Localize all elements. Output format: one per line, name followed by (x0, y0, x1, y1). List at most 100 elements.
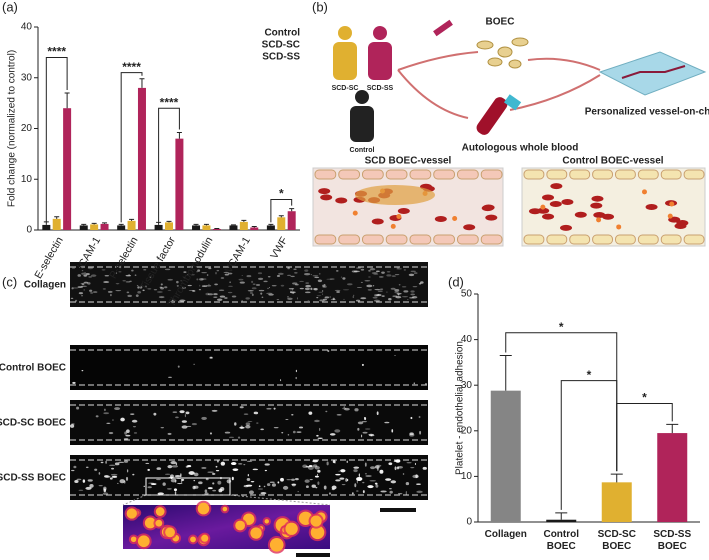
aggregate (355, 185, 435, 205)
speckle (287, 434, 290, 436)
speckle (298, 426, 304, 429)
speckle (251, 293, 254, 297)
endothelial-cell (480, 169, 503, 180)
person-label: SCD-SS (367, 85, 394, 92)
speckle (72, 287, 79, 289)
heat-spot (130, 536, 137, 543)
speckle (410, 270, 416, 273)
speckle (160, 426, 165, 429)
speckle (122, 280, 126, 282)
speckle (90, 291, 94, 294)
speckle (361, 434, 363, 438)
speckle (356, 479, 358, 484)
error-bar (666, 423, 679, 434)
speckle (318, 291, 323, 293)
speckle (106, 422, 111, 424)
speckle (317, 473, 319, 476)
bar (287, 211, 296, 230)
speckle (252, 468, 258, 471)
speckle (175, 416, 179, 419)
speckle (281, 432, 284, 434)
speckle (273, 426, 279, 429)
speckle (296, 431, 302, 433)
speckle (231, 295, 237, 298)
speckle (324, 283, 326, 285)
blood-cell (645, 203, 658, 210)
speckle (249, 291, 253, 295)
platelet (616, 224, 622, 230)
speckle (380, 288, 384, 290)
speckle (176, 280, 179, 284)
bar (546, 519, 577, 522)
speckle (416, 490, 423, 493)
speckle (373, 299, 381, 302)
heat-spot (126, 508, 137, 519)
speckle (177, 365, 180, 368)
speckle (321, 290, 324, 293)
endothelial-cell (569, 169, 591, 180)
speckle (78, 489, 84, 491)
chip (598, 51, 707, 96)
speckle (234, 422, 237, 426)
speckle (107, 290, 113, 293)
speckle (390, 480, 397, 484)
speckle (159, 286, 163, 289)
connector (122, 494, 147, 506)
speckle (329, 278, 335, 280)
speckle (374, 295, 379, 297)
y-axis-label: Platelet - endothelial adhesion (455, 341, 466, 475)
speckle (187, 284, 192, 287)
speckle (115, 272, 118, 274)
speckle (180, 480, 183, 483)
speckle (334, 429, 341, 433)
speckle (402, 473, 405, 475)
speckle (198, 481, 203, 485)
speckle (145, 285, 147, 288)
speckle (257, 272, 263, 275)
speckle (396, 267, 402, 270)
significance-label: **** (122, 60, 141, 74)
speckle (185, 411, 190, 415)
speckle (364, 473, 368, 475)
speckle (176, 284, 179, 287)
speckle (204, 489, 208, 493)
speckle (312, 464, 318, 468)
speckle (405, 491, 407, 495)
speckle (381, 271, 385, 274)
speckle (316, 297, 319, 299)
speckle (282, 485, 289, 490)
speckle (296, 297, 299, 300)
significance-label: * (642, 391, 647, 405)
micrograph (70, 345, 428, 390)
speckle (213, 296, 218, 298)
speckle (103, 412, 110, 415)
speckle (276, 275, 281, 277)
speckle (264, 469, 268, 472)
error-bar (610, 473, 623, 483)
arrow (397, 51, 479, 71)
speckle (267, 287, 269, 290)
blood-cell (574, 211, 587, 218)
speckle (176, 477, 182, 479)
speckle (208, 283, 210, 285)
error-bar (54, 216, 60, 219)
tube-cap (503, 94, 522, 111)
speckle (308, 411, 313, 415)
cells (476, 37, 529, 69)
speckle (81, 370, 84, 372)
speckle (123, 480, 126, 484)
speckle (139, 286, 143, 289)
heat-spot (144, 517, 156, 529)
heat-spot (197, 502, 210, 515)
speckle (310, 287, 313, 291)
speckle (373, 285, 375, 287)
blood-cell (528, 208, 541, 215)
speckle (317, 469, 321, 473)
speckle (352, 492, 354, 495)
heat-spot (201, 534, 209, 542)
speckle (394, 274, 400, 276)
speckle (226, 479, 232, 484)
error-bar (214, 227, 220, 229)
heat-spot (190, 536, 196, 543)
speckle (394, 466, 397, 471)
